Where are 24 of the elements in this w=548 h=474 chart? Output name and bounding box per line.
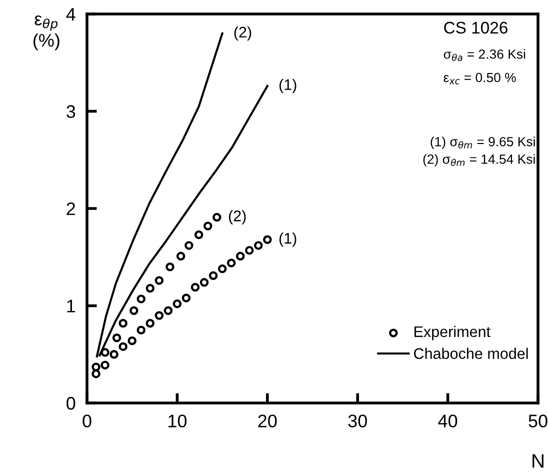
x-tick-label: 10 <box>168 414 187 428</box>
x-tick-label: 50 <box>528 414 548 428</box>
legend-label: Chaboche model <box>414 348 528 359</box>
x-tick-label: 30 <box>348 414 367 428</box>
legend-label: Experiment <box>414 326 490 340</box>
annotation: (2) <box>228 210 246 224</box>
annotation: CS 1026 <box>444 22 508 34</box>
x-tick-label: 20 <box>258 414 277 428</box>
y-tick-label: 4 <box>66 8 76 21</box>
y-tick-label: 1 <box>67 300 76 312</box>
annotation: (1) <box>279 78 296 94</box>
annotation: (2) <box>234 26 252 41</box>
y-tick-label: 0 <box>66 396 76 410</box>
annotation: (2) σ$_{θm}$ = 14.54 Ksi <box>423 154 535 166</box>
annotation: (1) σ$_{θm}$ = 9.65 Ksi <box>430 136 535 149</box>
annotation: σ$_{θa}$ = 2.36 Ksi <box>444 49 526 61</box>
y-tick-label: 3 <box>66 105 76 118</box>
y-tick-label: 2 <box>66 202 75 216</box>
x-tick-label: 0 <box>82 414 92 428</box>
y-axis-title: ε$_{θp}$ (%) <box>33 15 60 50</box>
annotation: ε$_{xc}$ = 0.50 % <box>444 72 516 84</box>
x-axis-title: N <box>532 454 544 468</box>
annotation: (1) <box>279 232 296 247</box>
x-tick-label: 40 <box>438 414 458 428</box>
